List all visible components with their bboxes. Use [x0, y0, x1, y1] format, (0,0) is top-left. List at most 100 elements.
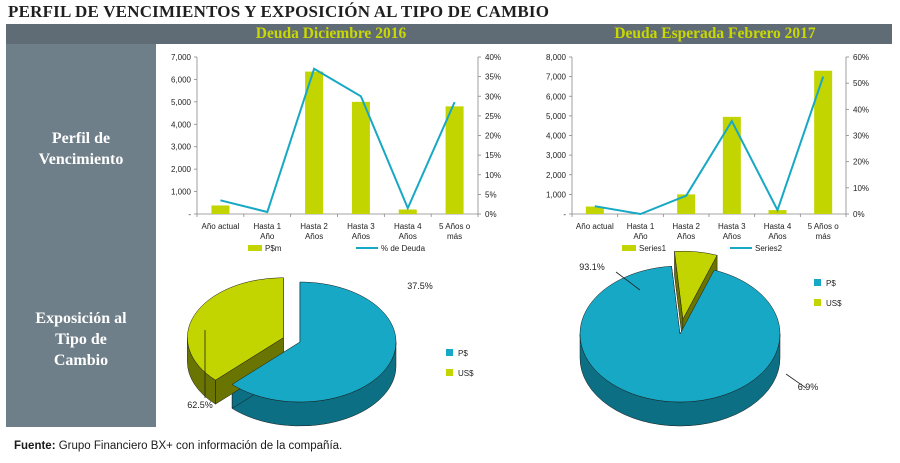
chart1-category-label: Años [399, 232, 417, 241]
chart1-left-tick-label: 4,000 [171, 120, 192, 129]
chart2-line-series [594, 76, 825, 216]
chart1-left-tick-label: 5,000 [171, 98, 192, 107]
chart1-left-tick-label: - [188, 210, 191, 219]
chart2-category-label: Años [723, 232, 741, 241]
pie1-data-label: 62.5% [187, 400, 213, 410]
chart1-left-tick-label: 1,000 [171, 188, 192, 197]
chart2-right-tick-label: 10% [853, 184, 869, 193]
chart2-left-tick-label: 2,000 [546, 171, 567, 180]
chart2-right-tick-label: 30% [853, 132, 869, 141]
chart1-left-tick-label: 2,000 [171, 165, 192, 174]
chart-header-feb-2017: Deuda Esperada Febrero 2017 [614, 25, 816, 42]
header-bar [6, 24, 892, 44]
chart2-category-label: Hasta 2 [672, 222, 700, 231]
chart2-left-tick-label: 7,000 [546, 73, 567, 82]
chart1-right-tick-label: 0% [485, 210, 497, 219]
footer-text: Grupo Financiero BX+ con información de … [55, 440, 343, 452]
chart1-right-tick-label: 5% [485, 190, 497, 199]
chart1-category-label: Hasta 1 [253, 222, 281, 231]
chart2-right-tick-label: 40% [853, 105, 869, 114]
page-title: PERFIL DE VENCIMIENTOS Y EXPOSICIÓN AL T… [8, 2, 550, 21]
chart2-category-label: Año actual [576, 222, 614, 231]
pie2-legend-swatch [814, 279, 821, 286]
chart1-bar [398, 209, 417, 214]
chart2-left-tick-label: 4,000 [546, 132, 567, 141]
chart1-legend-bar-swatch [248, 245, 262, 251]
chart2-category-label: Hasta 4 [764, 222, 792, 231]
chart2-right-tick-label: 60% [853, 53, 869, 62]
chart1-category-label: más [447, 232, 462, 241]
chart2-left-tick-label: 8,000 [546, 53, 567, 62]
pie2-data-label: 6.9% [798, 382, 819, 392]
chart1-right-tick-label: 30% [485, 92, 501, 101]
row-label-exposicion-line3: Cambio [53, 352, 109, 369]
chart2-category-label: Año [633, 232, 648, 241]
chart1-category-label: Hasta 4 [394, 222, 422, 231]
chart2-category-label: Años [768, 232, 786, 241]
pie2-slice-ps [579, 265, 781, 403]
pie2-legend-label: US$ [826, 299, 842, 308]
chart1-right-tick-label: 15% [485, 151, 501, 160]
chart1-left-tick-label: 6,000 [171, 75, 192, 84]
chart2-left-tick-label: 6,000 [546, 92, 567, 101]
pie2-slice-uss [674, 250, 718, 320]
chart1-right-tick-label: 40% [485, 53, 501, 62]
chart1-category-label: 5 Años o [439, 222, 471, 231]
chart2-left-tick-label: - [563, 210, 566, 219]
chart2-bar [677, 194, 696, 214]
chart1-bar [351, 101, 370, 214]
row-label-exposicion: Exposición al Tipo de Cambio [6, 308, 156, 371]
chart1-category-label: Hasta 2 [300, 222, 328, 231]
chart1-category-label: Año [260, 232, 275, 241]
pie2-legend-swatch [814, 299, 821, 306]
chart2-legend-bar-swatch [622, 245, 636, 251]
pie1-legend-swatch [446, 369, 453, 376]
chart2-left-tick-label: 1,000 [546, 190, 567, 199]
chart1-line-series [220, 67, 456, 214]
chart1-category-label: Año actual [202, 222, 240, 231]
chart2-category-label: 5 Años o [808, 222, 840, 231]
chart2-right-tick-label: 50% [853, 79, 869, 88]
chart1-category-label: Hasta 3 [347, 222, 375, 231]
chart2-bar [585, 206, 604, 214]
chart2-left-tick-label: 3,000 [546, 151, 567, 160]
chart1-bar [445, 106, 464, 214]
chart2-right-tick-label: 20% [853, 158, 869, 167]
pie2-data-label: 93.1% [579, 262, 605, 272]
row-label-perfil-line1: Perfil de [51, 130, 111, 147]
chart-header-dec-2016: Deuda Diciembre 2016 [255, 25, 407, 42]
footer-source: Fuente: Grupo Financiero BX+ con informa… [14, 440, 342, 452]
chart2-category-label: Hasta 3 [718, 222, 746, 231]
chart1-bar [305, 71, 324, 214]
chart2-category-label: Años [677, 232, 695, 241]
chart2-bar [722, 116, 741, 214]
row-label-exposicion-line1: Exposición al [35, 310, 127, 327]
chart1-left-tick-label: 7,000 [171, 53, 192, 62]
chart1-right-tick-label: 25% [485, 112, 501, 121]
chart1-right-tick-label: 10% [485, 171, 501, 180]
pie1-data-label: 37.5% [407, 281, 433, 291]
row-label-perfil-line2: Vencimiento [38, 151, 124, 168]
chart2-right-tick-label: 0% [853, 210, 865, 219]
chart1-bar [211, 205, 230, 214]
pie1-legend-label: P$ [458, 349, 468, 358]
chart1-category-label: Años [305, 232, 323, 241]
row-label-exposicion-line2: Tipo de [55, 331, 107, 348]
pie2-leader-line [615, 271, 641, 291]
chart1-legend-bar-label: P$m [265, 244, 282, 253]
chart1-left-tick-label: 3,000 [171, 143, 192, 152]
chart2-left-tick-label: 5,000 [546, 112, 567, 121]
chart2-bar [814, 70, 833, 214]
pie1-legend-swatch [446, 349, 453, 356]
chart2-category-label: Hasta 1 [627, 222, 655, 231]
pie2-legend-label: P$ [826, 279, 836, 288]
pie1-legend-label: US$ [458, 369, 474, 378]
footer-label: Fuente: [14, 440, 56, 452]
chart1-category-label: Años [352, 232, 370, 241]
pie1-slice-uss [187, 277, 284, 381]
chart2-legend-line-label: Series2 [755, 244, 783, 253]
side-panel [6, 44, 156, 427]
chart2-legend-bar-label: Series1 [639, 244, 667, 253]
pie2-leader-line [785, 373, 807, 389]
